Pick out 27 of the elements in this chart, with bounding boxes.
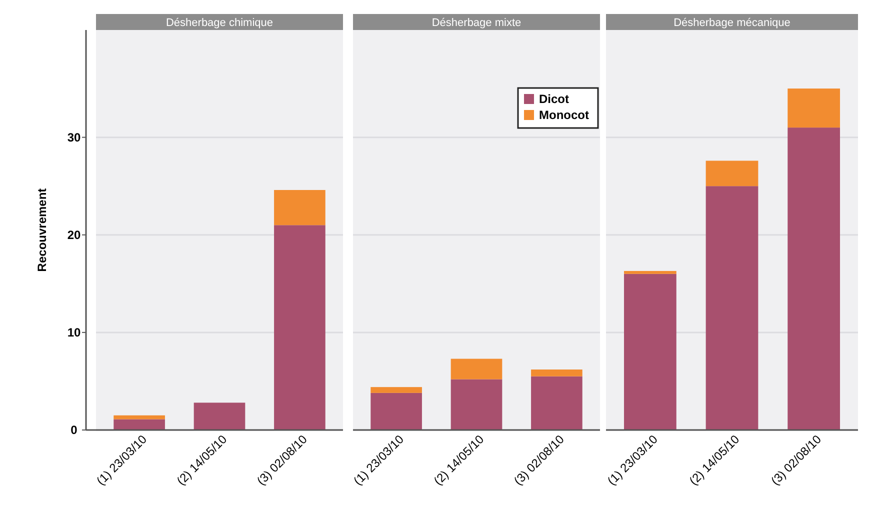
y-tick-label: 20 [67,228,81,242]
bar [788,88,840,128]
bar [450,358,502,380]
bar [531,376,582,430]
y-tick-label: 10 [67,325,81,340]
bar [274,190,326,226]
chart-title: Désherbage mixte [432,17,522,29]
bar [706,160,758,186]
y-tick-label: 30 [67,130,81,144]
bar [194,402,246,430]
legend-label: Dicot [539,92,570,106]
bar [274,225,326,430]
legend-label: Monocot [539,108,589,122]
y-axis-title: Recouvrement [35,188,49,272]
bar [370,392,422,430]
chart-title: Désherbage mécanique [674,17,790,29]
bar [624,270,676,274]
bar [114,415,165,420]
bar [370,387,422,393]
bar [450,379,502,430]
bar [788,128,840,430]
y-tick-label: 0 [70,423,78,437]
bar [531,370,582,376]
bar [624,274,676,430]
bar [114,419,165,430]
chart-title: Désherbage chimique [166,17,274,29]
bar [706,186,758,430]
